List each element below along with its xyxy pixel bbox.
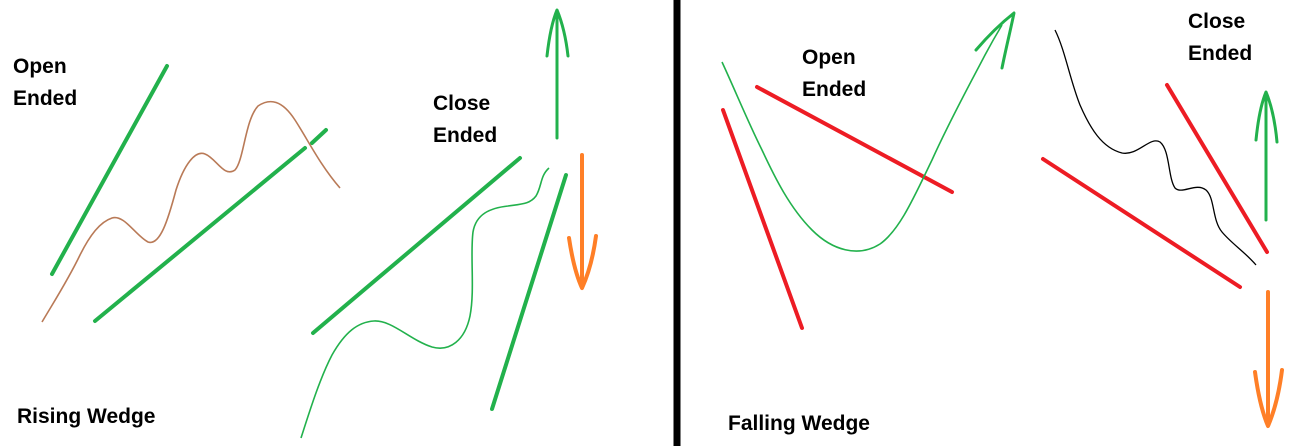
- rising-close-lower-trendline: [490, 173, 568, 411]
- rising-wedge-title: Rising Wedge: [17, 405, 156, 428]
- falling-open-arrow-head: [974, 11, 1016, 70]
- falling-close-upper-trendline: [1165, 83, 1269, 254]
- falling-open-upper-trendline: [755, 85, 954, 194]
- rising-close-ended-label: Close Ended: [433, 88, 497, 152]
- falling-up-arrow: [1254, 90, 1279, 222]
- falling-open-price-line: [721, 24, 1003, 252]
- rising-open-lower-trendline-tip: [310, 128, 328, 145]
- falling-down-arrow: [1253, 290, 1284, 428]
- rising-up-arrow-head: [545, 8, 570, 58]
- rising-close-ended-label-line-2: Ended: [433, 124, 498, 147]
- rising-open-lower-trendline: [93, 146, 307, 323]
- falling-close-ended-label: Close Ended: [1188, 6, 1252, 70]
- rising-close-ended-wedge: [300, 156, 568, 439]
- falling-close-ended-label-line-2: Ended: [1188, 42, 1253, 65]
- rising-close-price-line: [300, 167, 550, 439]
- falling-close-price-line: [1054, 29, 1257, 266]
- rising-close-ended-label-line-1: Close: [433, 92, 491, 115]
- falling-close-lower-trendline: [1041, 157, 1242, 289]
- falling-up-arrow-head: [1254, 90, 1279, 144]
- rising-open-ended-label-line-2: Ended: [13, 87, 78, 110]
- rising-open-price-line: [41, 100, 341, 323]
- rising-open-ended-wedge: [41, 64, 341, 323]
- falling-open-ended-label-line-2: Ended: [802, 78, 867, 101]
- falling-open-ended-wedge: [721, 11, 1016, 330]
- falling-close-ended-label-line-1: Close: [1188, 10, 1246, 33]
- falling-down-arrow-head: [1253, 368, 1284, 428]
- rising-up-arrow: [545, 8, 570, 140]
- falling-open-ended-label: Open Ended: [802, 42, 866, 106]
- falling-open-lower-trendline: [721, 108, 804, 330]
- falling-close-ended-wedge: [1041, 29, 1269, 289]
- rising-down-arrow: [567, 153, 598, 290]
- rising-open-ended-label: Open Ended: [13, 51, 77, 115]
- falling-open-ended-label-line-1: Open: [802, 46, 856, 69]
- rising-close-upper-trendline: [311, 156, 522, 335]
- falling-wedge-title: Falling Wedge: [728, 412, 870, 435]
- rising-open-ended-label-line-1: Open: [13, 55, 67, 78]
- rising-down-arrow-head: [567, 234, 598, 290]
- rising-open-upper-trendline: [50, 64, 169, 276]
